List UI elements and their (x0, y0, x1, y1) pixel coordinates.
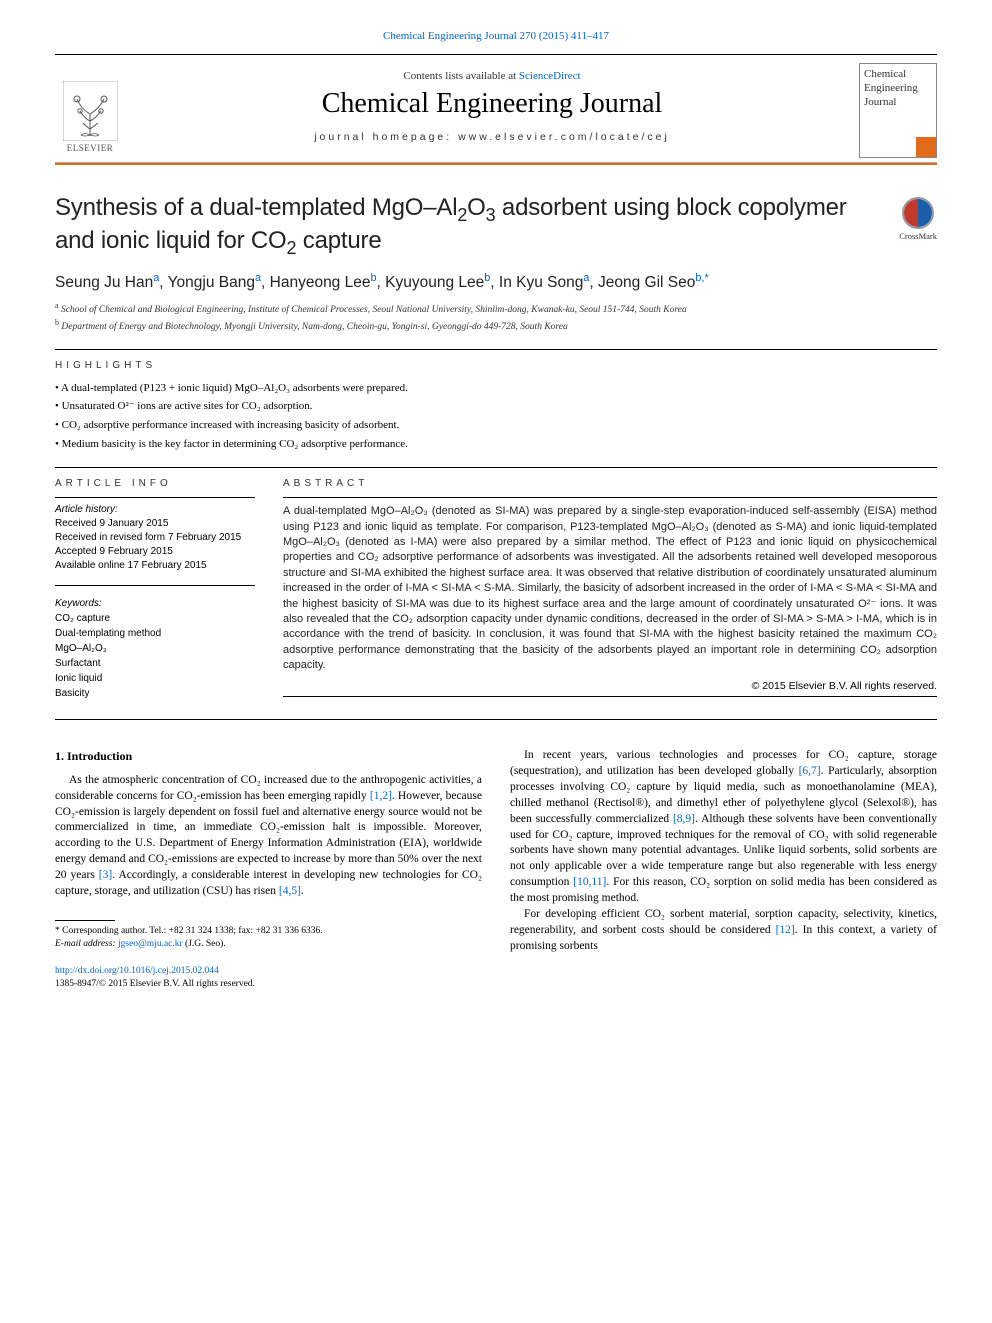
journal-homepage: journal homepage: www.elsevier.com/locat… (125, 126, 859, 151)
journal-name: Chemical Engineering Journal (125, 88, 859, 120)
keywords-head: Keywords: (55, 598, 255, 609)
article-info: ARTICLE INFO Article history: Received 9… (55, 478, 255, 701)
affiliations: a School of Chemical and Biological Engi… (55, 300, 937, 335)
divider (55, 349, 937, 350)
ref-link[interactable]: [10,11] (573, 876, 606, 888)
email-link[interactable]: jgseo@mju.ac.kr (118, 939, 183, 949)
journal-header: ELSEVIER Contents lists available at Sci… (55, 54, 937, 165)
ref-link[interactable]: [6,7] (799, 765, 821, 777)
abstract-label: ABSTRACT (283, 478, 937, 489)
divider (55, 719, 937, 720)
elsevier-tree-icon (63, 81, 118, 141)
elsevier-label: ELSEVIER (67, 143, 114, 153)
journal-cover-thumb: Chemical Engineering Journal (859, 63, 937, 158)
elsevier-logo: ELSEVIER (55, 68, 125, 153)
copyright: © 2015 Elsevier B.V. All rights reserved… (283, 680, 937, 692)
intro-heading: 1. Introduction (55, 748, 482, 765)
crossmark-label: CrossMark (899, 231, 937, 241)
body-paragraph: For developing efficient CO₂ sorbent mat… (510, 907, 937, 955)
highlight-item: CO₂ adsorptive performance increased wit… (55, 416, 937, 435)
corresponding-author: * Corresponding author. Tel.: +82 31 324… (55, 925, 482, 952)
highlight-item: A dual-templated (P123 + ionic liquid) M… (55, 379, 937, 398)
ref-link[interactable]: [8,9] (673, 813, 695, 825)
ref-link[interactable]: [12] (776, 924, 795, 936)
article-info-label: ARTICLE INFO (55, 478, 255, 489)
ref-link[interactable]: [1,2] (370, 790, 392, 802)
top-citation-link[interactable]: Chemical Engineering Journal 270 (2015) … (383, 30, 609, 42)
ref-link[interactable]: [4,5] (279, 885, 301, 897)
sciencedirect-link[interactable]: ScienceDirect (519, 70, 581, 82)
highlights-label: HIGHLIGHTS (55, 360, 937, 371)
body-paragraph: As the atmospheric concentration of CO₂ … (55, 773, 482, 900)
body-paragraph: In recent years, various technologies an… (510, 748, 937, 907)
top-citation: Chemical Engineering Journal 270 (2015) … (55, 30, 937, 42)
article-title: Synthesis of a dual-templated MgO–Al2O3 … (55, 193, 885, 260)
doi-block: http://dx.doi.org/10.1016/j.cej.2015.02.… (55, 965, 482, 991)
footnote-divider (55, 920, 115, 921)
highlights-list: A dual-templated (P123 + ionic liquid) M… (55, 379, 937, 454)
crossmark-badge[interactable]: CrossMark (899, 197, 937, 241)
divider (55, 467, 937, 468)
doi-link[interactable]: http://dx.doi.org/10.1016/j.cej.2015.02.… (55, 966, 219, 976)
ref-link[interactable]: [3] (99, 869, 112, 881)
history-head: Article history: (55, 504, 255, 515)
highlight-item: Unsaturated O²⁻ ions are active sites fo… (55, 397, 937, 416)
crossmark-icon (902, 197, 934, 229)
abstract-text: A dual-templated MgO–Al₂O₃ (denoted as S… (283, 504, 937, 673)
highlight-item: Medium basicity is the key factor in det… (55, 435, 937, 454)
body-text: 1. Introduction As the atmospheric conce… (55, 748, 937, 991)
contents-available: Contents lists available at ScienceDirec… (125, 70, 859, 82)
author-list: Seung Ju Hana, Yongju Banga, Hanyeong Le… (55, 272, 937, 292)
